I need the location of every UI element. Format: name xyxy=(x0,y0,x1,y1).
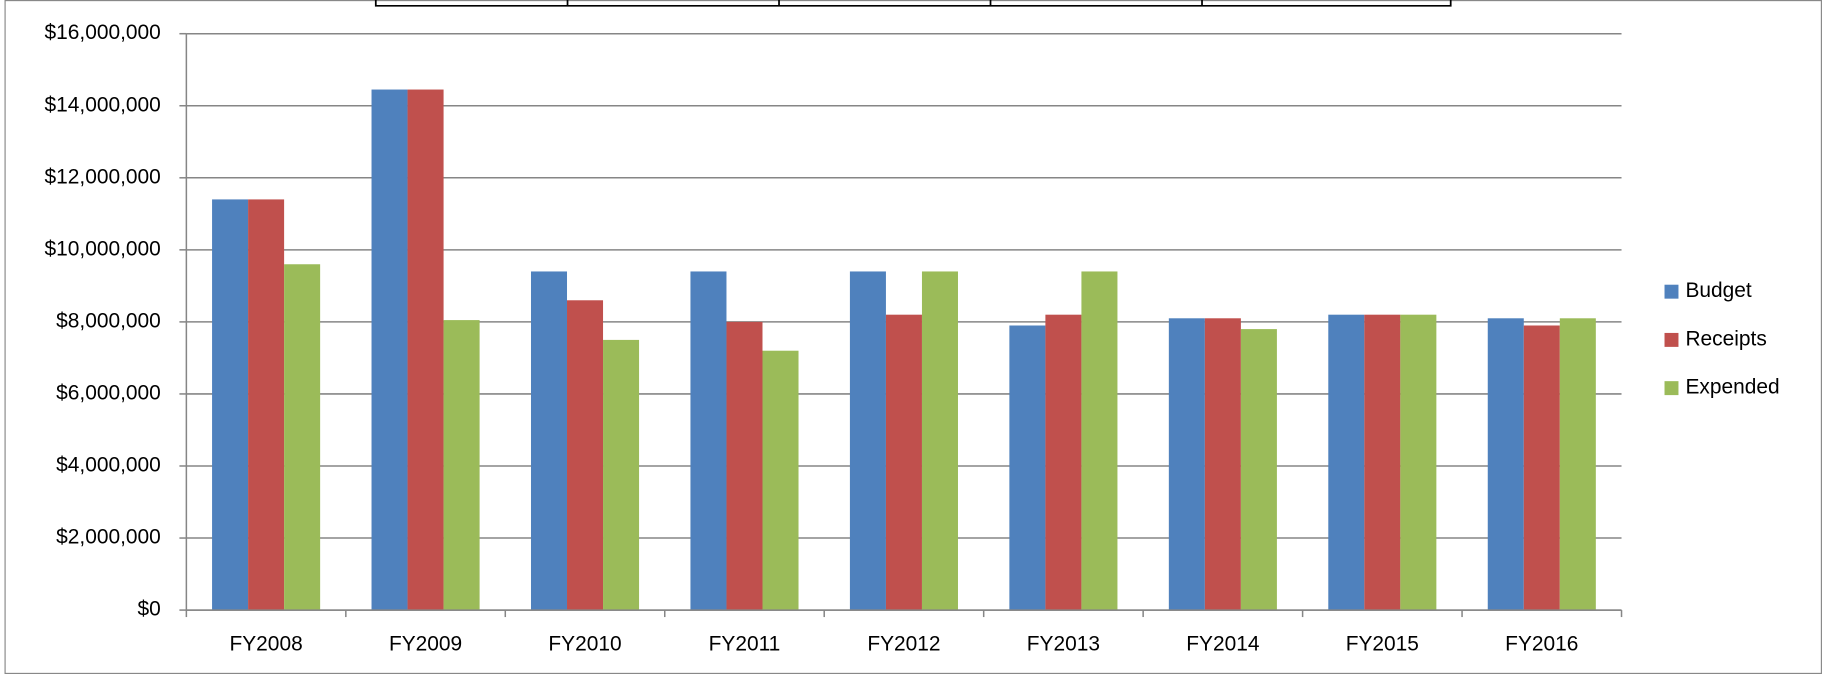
bar xyxy=(1204,318,1241,611)
bar xyxy=(1328,314,1365,611)
bar xyxy=(443,320,480,611)
bar xyxy=(248,199,285,611)
legend-label: Receipts xyxy=(1685,327,1766,350)
y-tick-label: $0 xyxy=(138,598,161,621)
bar xyxy=(1559,318,1596,611)
y-tick-label: $16,000,000 xyxy=(45,21,161,44)
x-tick-label: FY2011 xyxy=(709,632,781,655)
bar xyxy=(371,89,408,611)
x-tick-label: FY2014 xyxy=(1186,632,1260,655)
legend-label: Budget xyxy=(1685,279,1751,302)
y-tick-label: $10,000,000 xyxy=(45,237,161,260)
legend-swatch xyxy=(1664,381,1679,396)
chart-frame xyxy=(4,0,1822,674)
x-tick-label: FY2015 xyxy=(1346,632,1419,655)
y-tick-label: $14,000,000 xyxy=(45,93,161,116)
legend-swatch xyxy=(1664,284,1679,299)
bar xyxy=(1400,314,1437,611)
bar xyxy=(1168,318,1205,611)
y-tick-label: $2,000,000 xyxy=(56,526,161,549)
bar xyxy=(762,350,799,611)
bar xyxy=(690,271,727,611)
y-tick-label: $6,000,000 xyxy=(56,381,161,404)
bar xyxy=(1081,271,1118,611)
bar xyxy=(885,314,922,611)
y-tick-label: $12,000,000 xyxy=(45,165,161,188)
x-tick-label: FY2010 xyxy=(548,632,621,655)
x-tick-label: FY2012 xyxy=(867,632,940,655)
bar xyxy=(1487,318,1524,611)
bar xyxy=(1364,314,1401,611)
bar xyxy=(1045,314,1082,611)
x-tick-label: FY2013 xyxy=(1027,632,1100,655)
bar xyxy=(1240,329,1277,611)
table-fragment xyxy=(374,0,1452,7)
y-tick-label: $8,000,000 xyxy=(56,309,161,332)
x-tick-label: FY2008 xyxy=(229,632,302,655)
legend-swatch xyxy=(1664,332,1679,347)
bar xyxy=(212,199,249,611)
table-border xyxy=(374,0,1452,7)
x-tick-label: FY2009 xyxy=(389,632,462,655)
bar xyxy=(849,271,886,611)
bar xyxy=(567,300,604,611)
bar xyxy=(407,89,444,611)
legend-label: Expended xyxy=(1685,376,1779,399)
bar xyxy=(1009,325,1046,611)
bar xyxy=(921,271,958,611)
bar xyxy=(603,339,640,611)
y-tick-label: $4,000,000 xyxy=(56,454,161,477)
bar xyxy=(726,321,763,611)
bar xyxy=(530,271,568,611)
x-tick-label: FY2016 xyxy=(1505,632,1578,655)
bar xyxy=(284,264,321,611)
bar xyxy=(1523,325,1560,611)
